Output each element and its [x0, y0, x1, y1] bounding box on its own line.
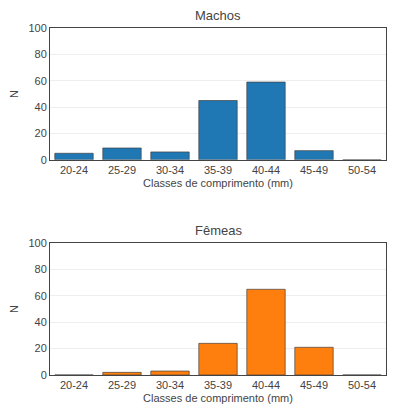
svg-text:60: 60	[35, 75, 47, 87]
svg-text:20: 20	[35, 342, 47, 354]
svg-text:50-54: 50-54	[348, 379, 376, 391]
svg-text:35-39: 35-39	[204, 379, 232, 391]
svg-text:Classes de comprimento (mm): Classes de comprimento (mm)	[143, 177, 293, 189]
svg-text:25-29: 25-29	[108, 164, 136, 176]
svg-text:40-44: 40-44	[252, 164, 280, 176]
svg-text:80: 80	[35, 263, 47, 275]
svg-text:40: 40	[35, 101, 47, 113]
svg-text:Fêmeas: Fêmeas	[195, 223, 242, 238]
svg-text:35-39: 35-39	[204, 164, 232, 176]
svg-text:40: 40	[35, 316, 47, 328]
svg-text:80: 80	[35, 48, 47, 60]
svg-text:Machos: Machos	[195, 8, 241, 23]
svg-text:0: 0	[41, 154, 47, 166]
svg-text:N: N	[8, 90, 20, 98]
svg-text:30-34: 30-34	[156, 164, 184, 176]
svg-text:0: 0	[41, 369, 47, 381]
svg-text:45-49: 45-49	[300, 164, 328, 176]
svg-text:N: N	[8, 305, 20, 313]
svg-text:40-44: 40-44	[252, 379, 280, 391]
svg-text:45-49: 45-49	[300, 379, 328, 391]
svg-text:50-54: 50-54	[348, 164, 376, 176]
svg-text:20: 20	[35, 127, 47, 139]
svg-text:60: 60	[35, 290, 47, 302]
svg-text:100: 100	[28, 237, 46, 249]
svg-text:20-24: 20-24	[60, 379, 88, 391]
svg-text:100: 100	[28, 22, 46, 34]
svg-text:Classes de comprimento (mm): Classes de comprimento (mm)	[143, 392, 293, 404]
svg-text:25-29: 25-29	[108, 379, 136, 391]
svg-text:30-34: 30-34	[156, 379, 184, 391]
svg-text:20-24: 20-24	[60, 164, 88, 176]
